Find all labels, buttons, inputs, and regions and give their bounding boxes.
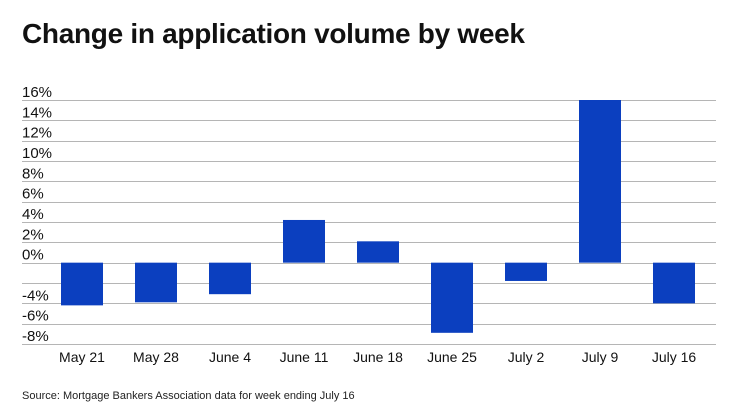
- x-tick-label: June 18: [353, 349, 403, 365]
- bar-may-21: [61, 262, 103, 306]
- bar-june-18: [357, 241, 399, 263]
- bar-july-9: [579, 100, 621, 263]
- x-tick-label: July 9: [582, 349, 619, 365]
- x-tick-label: May 21: [59, 349, 105, 365]
- y-tick-label: -8%: [22, 328, 49, 345]
- x-tick-label: June 25: [427, 349, 477, 365]
- bar-june-25: [431, 262, 473, 333]
- x-axis-tick-labels: May 21 May 28 June 4 June 11 June 18 June 25 J…: [59, 349, 696, 365]
- source-note: Source: Mortgage Bankers Association dat…: [22, 390, 355, 402]
- y-tick-label: 10%: [22, 145, 52, 162]
- bar-june-11: [283, 219, 325, 263]
- y-tick-label: -6%: [22, 308, 49, 325]
- y-tick-label: 12%: [22, 125, 52, 142]
- x-tick-label: June 11: [280, 349, 329, 365]
- y-tick-label: 4%: [22, 206, 44, 223]
- x-tick-label: July 2: [508, 349, 545, 365]
- y-tick-label: 16%: [22, 84, 52, 101]
- bar-chart: 16%14%12%10%8%6%4%2%0%-4%-6%-8% May 21 Ma…: [22, 84, 716, 365]
- y-tick-label: 0%: [22, 247, 44, 264]
- bar-may-28: [135, 262, 177, 303]
- chart-title: Change in application volume by week: [22, 18, 525, 49]
- bar-june-4: [209, 262, 251, 295]
- bar-july-2: [505, 262, 547, 281]
- x-tick-label: May 28: [133, 349, 179, 365]
- y-tick-label: 8%: [22, 165, 44, 182]
- bars: [61, 100, 695, 333]
- y-tick-label: -4%: [22, 287, 49, 304]
- y-tick-label: 6%: [22, 186, 44, 203]
- y-tick-label: 2%: [22, 226, 44, 243]
- bar-july-16: [653, 262, 695, 304]
- x-tick-label: July 16: [652, 349, 697, 365]
- x-tick-label: June 4: [209, 349, 251, 365]
- y-tick-label: 14%: [22, 104, 52, 121]
- y-axis-tick-labels: 16% 14% 12% 10% 8% 6% 4% 2% 0% -4% -6% -8%: [22, 84, 52, 345]
